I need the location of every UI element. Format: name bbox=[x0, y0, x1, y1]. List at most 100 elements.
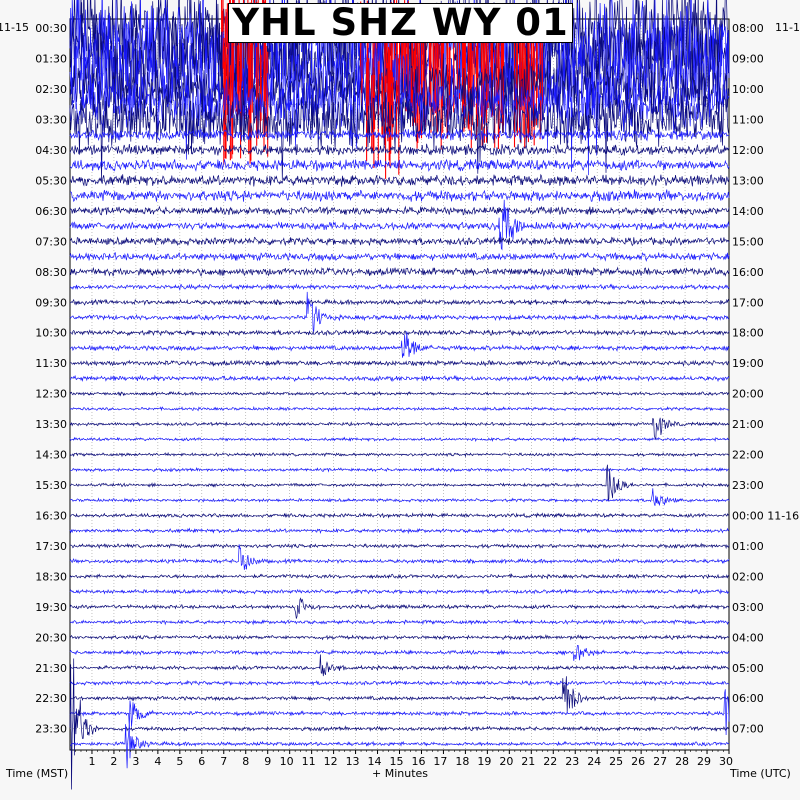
seismic-trace-line bbox=[70, 464, 730, 502]
x-tick-label: 10 bbox=[280, 755, 294, 768]
seismic-trace-line bbox=[69, 374, 730, 382]
left-time-label: 13:30 bbox=[35, 418, 67, 431]
left-time-label: 00:30 bbox=[35, 22, 67, 35]
seismic-trace-line bbox=[70, 359, 730, 368]
seismic-trace-line bbox=[70, 512, 730, 519]
x-tick-label: 29 bbox=[697, 755, 711, 768]
right-time-label: 06:00 bbox=[732, 692, 764, 705]
seismic-trace-line bbox=[69, 173, 730, 187]
seismic-trace-line bbox=[69, 266, 730, 277]
seismic-trace-line bbox=[69, 298, 730, 306]
x-tick-label: 25 bbox=[609, 755, 623, 768]
seismic-trace-line bbox=[69, 618, 730, 626]
seismic-trace-line bbox=[69, 679, 730, 687]
right-time-label: 16:00 bbox=[732, 266, 764, 279]
seismic-trace-line bbox=[69, 329, 730, 337]
right-time-label: 00:00 11-16 bbox=[732, 509, 799, 522]
seismic-trace-line bbox=[70, 236, 730, 247]
grid-layer bbox=[70, 19, 729, 750]
right-time-label: 12:00 bbox=[732, 144, 764, 157]
right-time-label: 04:00 bbox=[732, 631, 764, 644]
x-tick-label: 23 bbox=[565, 755, 579, 768]
left-time-label: 20:30 bbox=[35, 631, 67, 644]
seismic-trace-line bbox=[69, 251, 730, 262]
right-time-label: 11:00 bbox=[732, 114, 764, 127]
left-time-label: 22:30 bbox=[35, 692, 67, 705]
seismic-trace-line bbox=[69, 205, 730, 216]
left-time-label: 21:30 bbox=[35, 662, 67, 675]
right-time-label: 21:00 bbox=[732, 418, 764, 431]
right-time-label: 17:00 bbox=[732, 296, 764, 309]
x-tick-label: 24 bbox=[587, 755, 601, 768]
left-time-label: 06:30 bbox=[35, 205, 67, 218]
seismic-trace-line bbox=[69, 724, 730, 769]
seismic-trace-line bbox=[69, 0, 730, 176]
seismic-trace-line bbox=[69, 588, 730, 595]
seismic-trace-line bbox=[69, 645, 730, 661]
left-time-label: 02:30 bbox=[35, 83, 67, 96]
left-time-label: 18:30 bbox=[35, 570, 67, 583]
seismic-trace-line bbox=[69, 689, 730, 736]
left-time-label: 15:30 bbox=[35, 479, 67, 492]
seismic-trace-line bbox=[69, 654, 730, 677]
x-axis-label: + Minutes bbox=[372, 767, 428, 780]
right-time-label: 08:00 bbox=[732, 22, 764, 35]
right-time-label: 07:00 bbox=[732, 723, 764, 736]
seismic-trace-line bbox=[69, 573, 730, 580]
seismic-trace-line bbox=[69, 466, 730, 473]
seismic-trace-line bbox=[69, 291, 730, 332]
x-tick-label: 8 bbox=[242, 755, 249, 768]
right-time-label: 20:00 bbox=[732, 388, 764, 401]
seismic-trace-line bbox=[69, 283, 730, 291]
x-tick-label: 27 bbox=[653, 755, 667, 768]
seismic-trace-line bbox=[69, 143, 730, 157]
left-time-label: 12:30 bbox=[35, 388, 67, 401]
right-time-label: 22:00 bbox=[732, 449, 764, 462]
left-time-label: 05:30 bbox=[35, 174, 67, 187]
right-time-label: 09:00 bbox=[732, 53, 764, 66]
left-time-label: 04:30 bbox=[35, 144, 67, 157]
left-time-label: 08:30 bbox=[35, 266, 67, 279]
seismic-trace-line bbox=[69, 390, 730, 397]
seismic-trace-line bbox=[69, 189, 730, 203]
right-time-label: 23:00 bbox=[732, 479, 764, 492]
right-time-label: 13:00 bbox=[732, 174, 764, 187]
left-time-label: 10:30 bbox=[35, 327, 67, 340]
tick-layer: 1 2 3 4 5 6 7 8 9 10 11 12 13 14 15 16 17 18 19 20 21 22 23 24 2… bbox=[35, 22, 799, 768]
right-time-label: 01:00 bbox=[732, 540, 764, 553]
x-tick-label: 19 bbox=[477, 755, 491, 768]
x-tick-label: 3 bbox=[132, 755, 139, 768]
right-time-label: 19:00 bbox=[732, 357, 764, 370]
seismic-trace-line bbox=[69, 597, 730, 619]
left-date-label: 11-15 bbox=[0, 21, 29, 34]
x-tick-label: 17 bbox=[433, 755, 447, 768]
x-tick-label: 4 bbox=[154, 755, 161, 768]
right-time-label: 18:00 bbox=[732, 327, 764, 340]
x-tick-label: 22 bbox=[543, 755, 557, 768]
left-time-label: 17:30 bbox=[35, 540, 67, 553]
x-tick-label: 5 bbox=[176, 755, 183, 768]
seismic-trace-line bbox=[69, 676, 729, 713]
right-time-label: 05:00 bbox=[732, 662, 764, 675]
seismic-trace-line bbox=[69, 658, 730, 790]
x-tick-label: 11 bbox=[302, 755, 316, 768]
x-tick-label: 9 bbox=[264, 755, 271, 768]
left-time-label: 19:30 bbox=[35, 601, 67, 614]
seismic-trace-line bbox=[69, 331, 730, 358]
seismic-trace-line bbox=[69, 64, 730, 182]
x-tick-label: 15 bbox=[390, 755, 404, 768]
seismic-trace-line bbox=[69, 128, 730, 142]
x-tick-label: 2 bbox=[110, 755, 117, 768]
right-time-label: 15:00 bbox=[732, 235, 764, 248]
x-tick-label: 7 bbox=[220, 755, 227, 768]
left-time-label: 01:30 bbox=[35, 53, 67, 66]
x-tick-label: 13 bbox=[346, 755, 360, 768]
seismic-trace-line bbox=[69, 542, 730, 550]
chart-title: YHL SHZ WY 01 bbox=[228, 3, 573, 43]
seismic-trace-line bbox=[69, 417, 730, 441]
left-axis-label: Time (MST) bbox=[5, 767, 68, 780]
right-axis-label: Time (UTC) bbox=[729, 767, 791, 780]
x-tick-label: 21 bbox=[521, 755, 535, 768]
seismic-trace-line bbox=[69, 451, 730, 458]
